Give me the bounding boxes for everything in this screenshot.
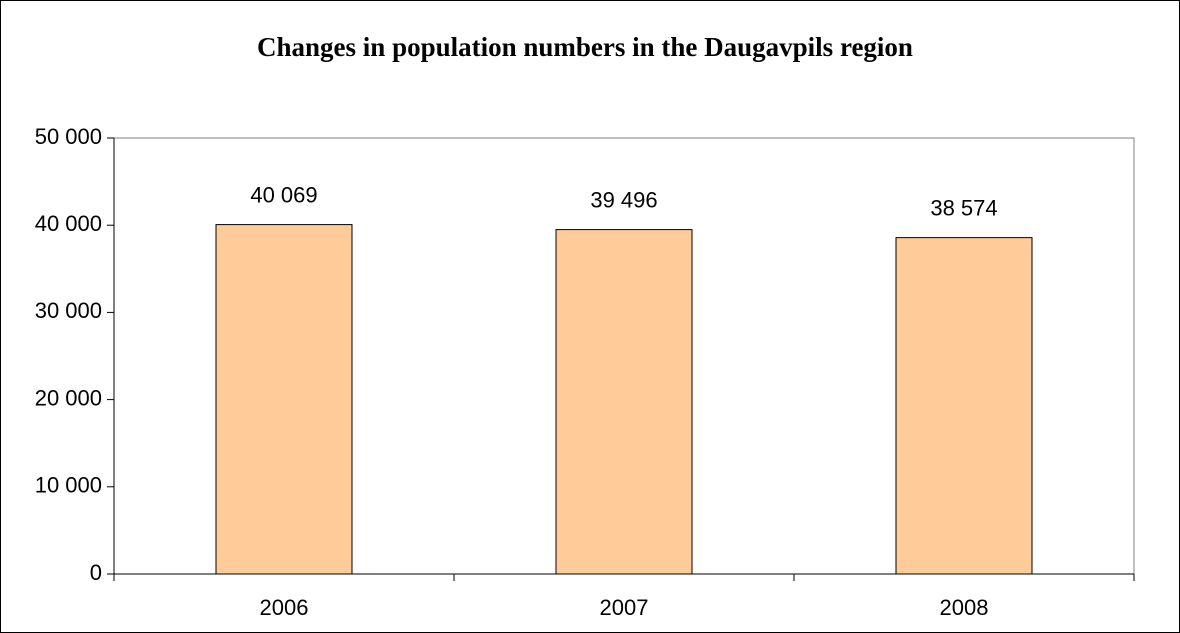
x-tick-label: 2006	[260, 595, 309, 620]
bar	[555, 229, 693, 575]
y-tick-label: 30 000	[35, 298, 102, 323]
chart-title: Changes in population numbers in the Dau…	[257, 32, 913, 62]
y-tick-label: 50 000	[35, 124, 102, 149]
x-tick-label: 2007	[600, 595, 649, 620]
bar	[895, 237, 1033, 575]
x-tick-label: 2008	[940, 595, 989, 620]
y-tick-label: 40 000	[35, 211, 102, 236]
data-label: 40 069	[250, 182, 317, 207]
data-label: 38 574	[930, 195, 997, 220]
data-label: 39 496	[590, 187, 657, 212]
y-tick-label: 20 000	[35, 385, 102, 410]
y-tick-label: 10 000	[35, 473, 102, 498]
y-tick-label: 0	[90, 560, 102, 585]
bar	[215, 224, 353, 575]
